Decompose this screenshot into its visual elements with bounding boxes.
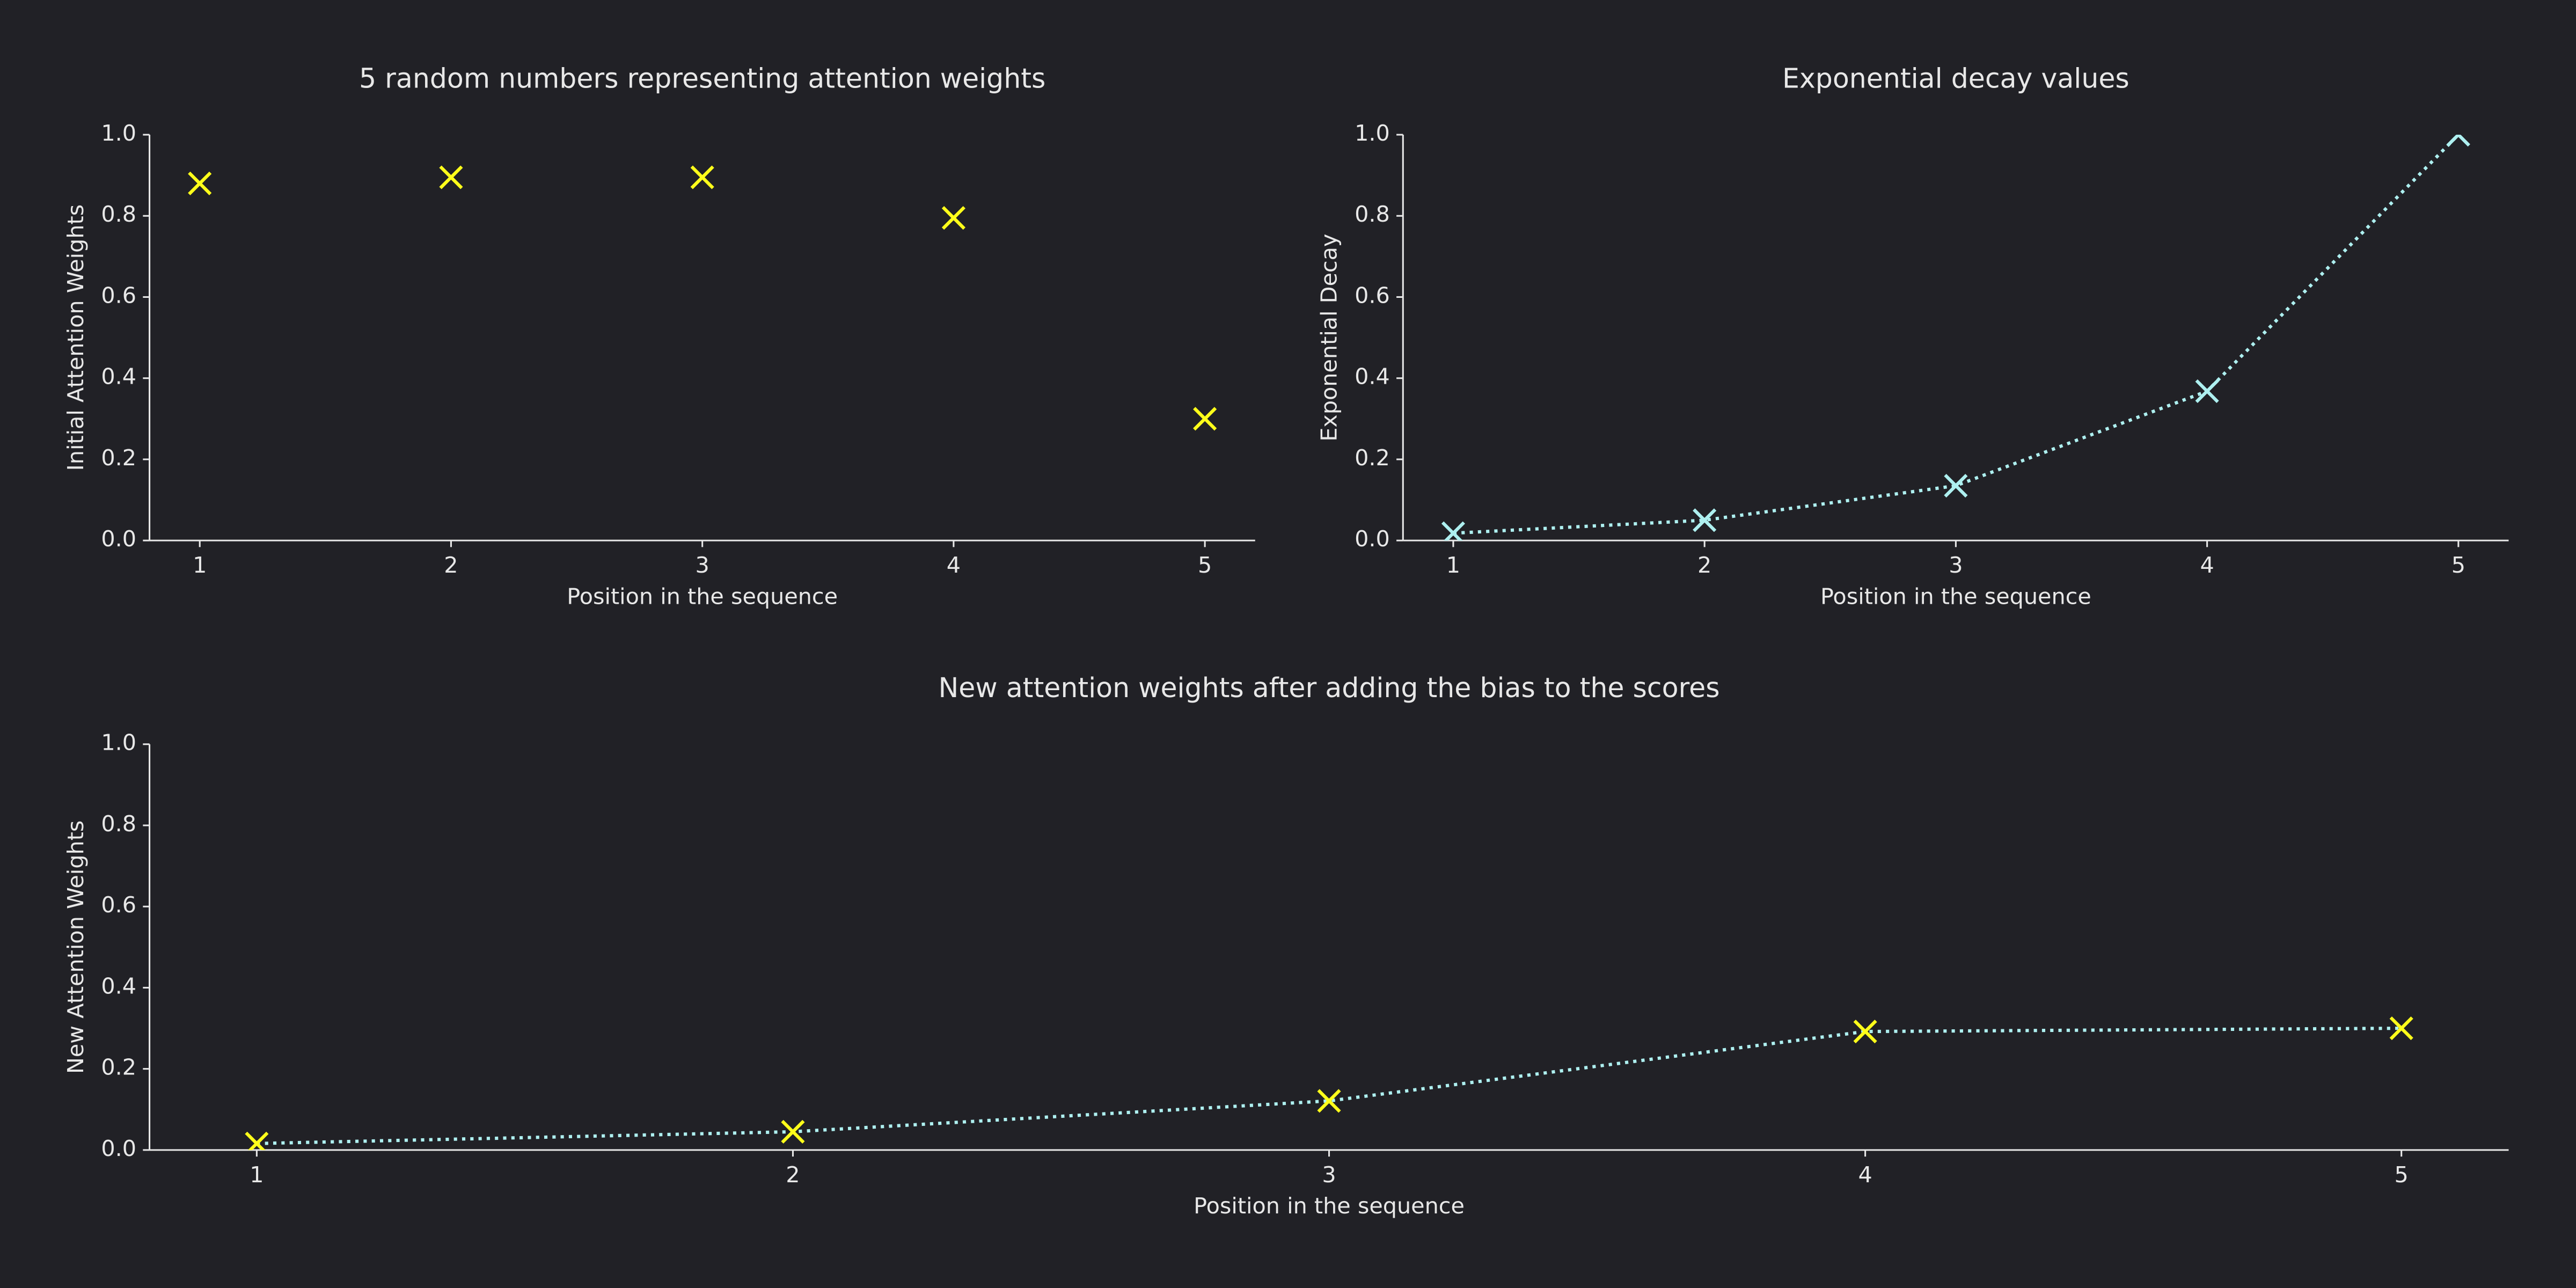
subplot: New attention weights after adding the b… (63, 672, 2509, 1219)
x-tick-label: 4 (947, 552, 961, 578)
marker (2195, 379, 2219, 403)
x-tick-label: 5 (1198, 552, 1212, 578)
subplot: 5 random numbers representing attention … (63, 63, 1255, 609)
plot-area (188, 165, 1217, 431)
x-tick-label: 1 (250, 1162, 264, 1188)
x-axis-label: Position in the sequence (1194, 1193, 1465, 1219)
marker (1441, 521, 1465, 541)
y-tick-label: 0.0 (101, 526, 136, 552)
y-axis-label: Initial Attention Weights (63, 204, 89, 471)
y-axis-label: Exponential Decay (1316, 234, 1342, 442)
plot-area (1441, 135, 2470, 541)
y-tick-label: 0.4 (101, 973, 136, 999)
y-tick-label: 0.8 (101, 811, 136, 837)
x-tick-label: 2 (786, 1162, 800, 1188)
marker (245, 1131, 269, 1150)
marker (2446, 135, 2470, 147)
y-axis-label: New Attention Weights (63, 821, 89, 1074)
y-tick-label: 0.6 (101, 282, 136, 308)
line (257, 1026, 2402, 1145)
chart-title: 5 random numbers representing attention … (359, 63, 1045, 94)
marker (1693, 508, 1717, 532)
marker (690, 165, 714, 189)
y-tick-label: 0.2 (1355, 445, 1390, 471)
y-tick-label: 0.6 (1355, 282, 1390, 308)
y-tick-label: 0.8 (1355, 201, 1390, 227)
x-axis-label: Position in the sequence (1820, 583, 2091, 609)
y-tick-label: 1.0 (101, 120, 136, 146)
x-tick-label: 2 (1697, 552, 1711, 578)
x-tick-label: 5 (2451, 552, 2465, 578)
subplot: Exponential decay values Position in the … (1316, 63, 2509, 609)
marker (941, 206, 965, 230)
x-axis-label: Position in the sequence (567, 583, 838, 609)
plot-area (245, 1016, 2413, 1150)
marker (439, 165, 463, 189)
marker (781, 1119, 805, 1144)
y-tick-label: 1.0 (1355, 120, 1390, 146)
marker (1944, 474, 1968, 498)
x-tick-label: 1 (193, 552, 207, 578)
y-tick-label: 0.0 (101, 1136, 136, 1161)
y-tick-label: 0.6 (101, 892, 136, 918)
y-tick-label: 0.0 (1355, 526, 1390, 552)
x-tick-label: 1 (1446, 552, 1460, 578)
marker (2389, 1016, 2413, 1041)
marker (1193, 407, 1217, 431)
x-tick-label: 2 (444, 552, 458, 578)
x-tick-label: 3 (1949, 552, 1963, 578)
y-tick-label: 1.0 (101, 730, 136, 756)
x-tick-label: 5 (2395, 1162, 2409, 1188)
x-tick-label: 3 (1322, 1162, 1336, 1188)
marker (1853, 1020, 1877, 1044)
y-tick-label: 0.4 (101, 364, 136, 390)
y-tick-label: 0.8 (101, 201, 136, 227)
y-tick-label: 0.4 (1355, 364, 1390, 390)
chart-title: New attention weights after adding the b… (939, 672, 1720, 704)
x-tick-label: 4 (1858, 1162, 1872, 1188)
y-tick-label: 0.2 (101, 1055, 136, 1080)
marker (1317, 1089, 1341, 1113)
y-tick-label: 0.2 (101, 445, 136, 471)
x-tick-label: 4 (2200, 552, 2214, 578)
x-tick-label: 3 (696, 552, 709, 578)
chart-title: Exponential decay values (1782, 63, 2129, 94)
marker (188, 171, 212, 195)
